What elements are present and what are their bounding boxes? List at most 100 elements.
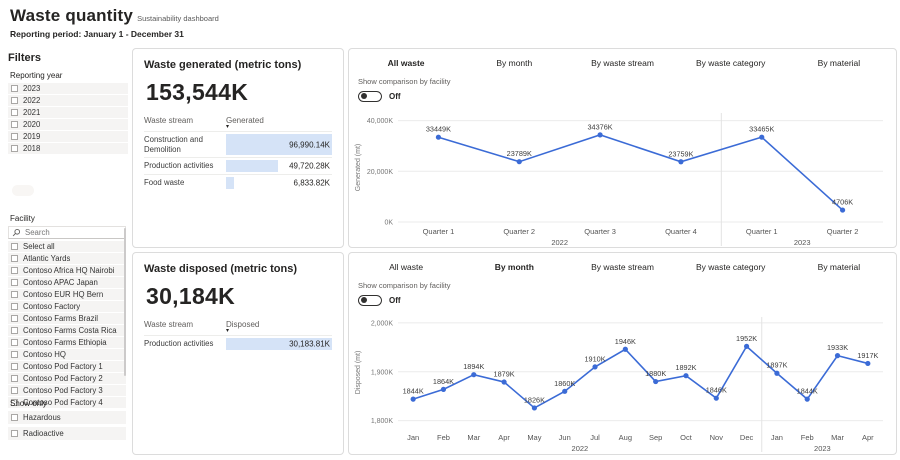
show-only-label: Show only — [10, 399, 47, 408]
facility-option-row[interactable]: Contoso EUR HQ Bern — [8, 289, 126, 300]
svg-text:1860K: 1860K — [554, 379, 575, 388]
facility-option-row[interactable]: Atlantic Yards — [8, 253, 126, 264]
option-label: 2020 — [23, 120, 41, 129]
comparison-toggle[interactable] — [358, 90, 382, 102]
tab-by-waste-stream[interactable]: By waste stream — [591, 58, 654, 68]
column-header[interactable]: Waste stream — [144, 320, 194, 329]
table-row[interactable]: Production activities 49,720.28K — [144, 157, 332, 174]
checkbox[interactable] — [11, 339, 18, 346]
facility-list-scrollbar[interactable] — [123, 228, 126, 376]
comparison-toggle[interactable] — [358, 294, 382, 306]
svg-text:1952K: 1952K — [736, 334, 757, 343]
tab-by-material[interactable]: By material — [817, 58, 861, 68]
svg-text:1844K: 1844K — [797, 387, 818, 396]
checkbox[interactable] — [11, 399, 18, 406]
tab-by-waste-stream[interactable]: By waste stream — [591, 262, 654, 272]
tab-by-waste-category[interactable]: By waste category — [695, 58, 766, 68]
facility-option-row[interactable]: Contoso HQ — [8, 349, 126, 360]
year-option-row[interactable]: 2023 — [8, 83, 128, 94]
checkbox[interactable] — [11, 133, 18, 140]
checkbox[interactable] — [11, 85, 18, 92]
year-option-row[interactable]: 2020 — [8, 119, 128, 130]
checkbox[interactable] — [11, 145, 18, 152]
svg-text:Feb: Feb — [437, 433, 450, 442]
checkbox[interactable] — [11, 327, 18, 334]
facility-option-row[interactable]: Contoso Pod Factory 4 — [8, 397, 126, 408]
tab-by-month[interactable]: By month — [494, 262, 534, 272]
svg-text:1917K: 1917K — [857, 351, 878, 360]
checkbox[interactable] — [11, 97, 18, 104]
show-only-option-row[interactable]: Hazardous — [8, 411, 126, 424]
checkbox[interactable] — [11, 291, 18, 298]
option-label: 2022 — [23, 96, 41, 105]
facility-option-row[interactable]: Contoso Africa HQ Nairobi — [8, 265, 126, 276]
table-row[interactable]: Production activities 30,183.81K — [144, 335, 332, 352]
year-option-row[interactable]: 2022 — [8, 95, 128, 106]
comparison-label: Show comparison by facility — [358, 281, 451, 290]
facility-option-row[interactable]: Contoso Farms Ethiopia — [8, 337, 126, 348]
checkbox[interactable] — [11, 109, 18, 116]
table-row[interactable]: Construction and Demolition 96,990.14K — [144, 131, 332, 157]
svg-text:1880K: 1880K — [645, 369, 666, 378]
disposed-line-chart[interactable]: 1,800K 1,900K 2,000K Disposed (mt) 2022 2023 J… — [352, 307, 893, 455]
svg-text:Aug: Aug — [619, 433, 632, 442]
row-value: 30,183.81K — [289, 339, 330, 349]
tab-by-month[interactable]: By month — [496, 58, 533, 68]
svg-text:Disposed (mt): Disposed (mt) — [355, 351, 362, 395]
facility-option-row[interactable]: Contoso Pod Factory 3 — [8, 385, 126, 396]
year-option-row[interactable]: 2019 — [8, 131, 128, 142]
facility-option-row[interactable]: Contoso Factory — [8, 301, 126, 312]
option-label: Contoso Pod Factory 2 — [23, 374, 103, 383]
checkbox[interactable] — [11, 351, 18, 358]
svg-text:1897K: 1897K — [766, 361, 787, 370]
checkbox[interactable] — [11, 363, 18, 370]
svg-text:1946K: 1946K — [615, 337, 636, 346]
facility-search[interactable] — [8, 226, 126, 239]
column-header[interactable]: Waste stream — [144, 116, 194, 125]
checkbox[interactable] — [11, 243, 18, 250]
tab-by-material[interactable]: By material — [817, 262, 861, 272]
checkbox[interactable] — [11, 279, 18, 286]
checkbox[interactable] — [11, 255, 18, 262]
svg-text:Jan: Jan — [771, 433, 783, 442]
row-value: 49,720.28K — [289, 161, 330, 171]
tab-all-waste[interactable]: All waste — [387, 58, 425, 68]
data-bar-cell: 49,720.28K — [226, 158, 332, 174]
checkbox[interactable] — [11, 430, 18, 437]
checkbox[interactable] — [11, 414, 18, 421]
facility-option-row[interactable]: Contoso APAC Japan — [8, 277, 126, 288]
checkbox[interactable] — [11, 267, 18, 274]
facility-option-row[interactable]: Contoso Pod Factory 2 — [8, 373, 126, 384]
option-label: Contoso Farms Costa Rica — [23, 326, 117, 335]
column-header-sorted[interactable]: Disposed ▾ — [226, 320, 332, 334]
search-input[interactable] — [25, 228, 105, 237]
toggle-state: Off — [389, 295, 401, 305]
svg-text:Sep: Sep — [649, 433, 662, 442]
facility-list: Select all Atlantic Yards Contoso Africa H… — [8, 241, 126, 408]
generated-line-chart[interactable]: 0K 20,000K 40,000K Generated (mt) 2022 2023 Qu… — [352, 103, 893, 249]
facility-option-row[interactable]: Contoso Farms Costa Rica — [8, 325, 126, 336]
year-option-row[interactable]: 2018 — [8, 143, 128, 154]
table-row[interactable]: Food waste 6,833.82K — [144, 174, 332, 191]
svg-text:2022: 2022 — [551, 238, 568, 247]
page-subtitle: Sustainability dashboard — [137, 14, 219, 23]
svg-text:1910K: 1910K — [584, 354, 605, 363]
option-label: 2021 — [23, 108, 41, 117]
tab-all-waste[interactable]: All waste — [389, 262, 424, 272]
checkbox[interactable] — [11, 387, 18, 394]
column-header-sorted[interactable]: Generated ▾ — [226, 116, 332, 130]
facility-option-row[interactable]: Select all — [8, 241, 126, 252]
checkbox[interactable] — [11, 303, 18, 310]
table-body: Construction and Demolition 96,990.14K Pro… — [144, 131, 332, 191]
filter-action-pill[interactable] — [12, 185, 34, 196]
checkbox[interactable] — [11, 375, 18, 382]
facility-option-row[interactable]: Contoso Farms Brazil — [8, 313, 126, 324]
facility-option-row[interactable]: Contoso Pod Factory 1 — [8, 361, 126, 372]
checkbox[interactable] — [11, 315, 18, 322]
comparison-label: Show comparison by facility — [358, 77, 451, 86]
show-only-option-row[interactable]: Radioactive — [8, 427, 126, 440]
year-option-row[interactable]: 2021 — [8, 107, 128, 118]
data-bar — [226, 134, 332, 156]
tab-by-waste-category[interactable]: By waste category — [695, 262, 766, 272]
checkbox[interactable] — [11, 121, 18, 128]
